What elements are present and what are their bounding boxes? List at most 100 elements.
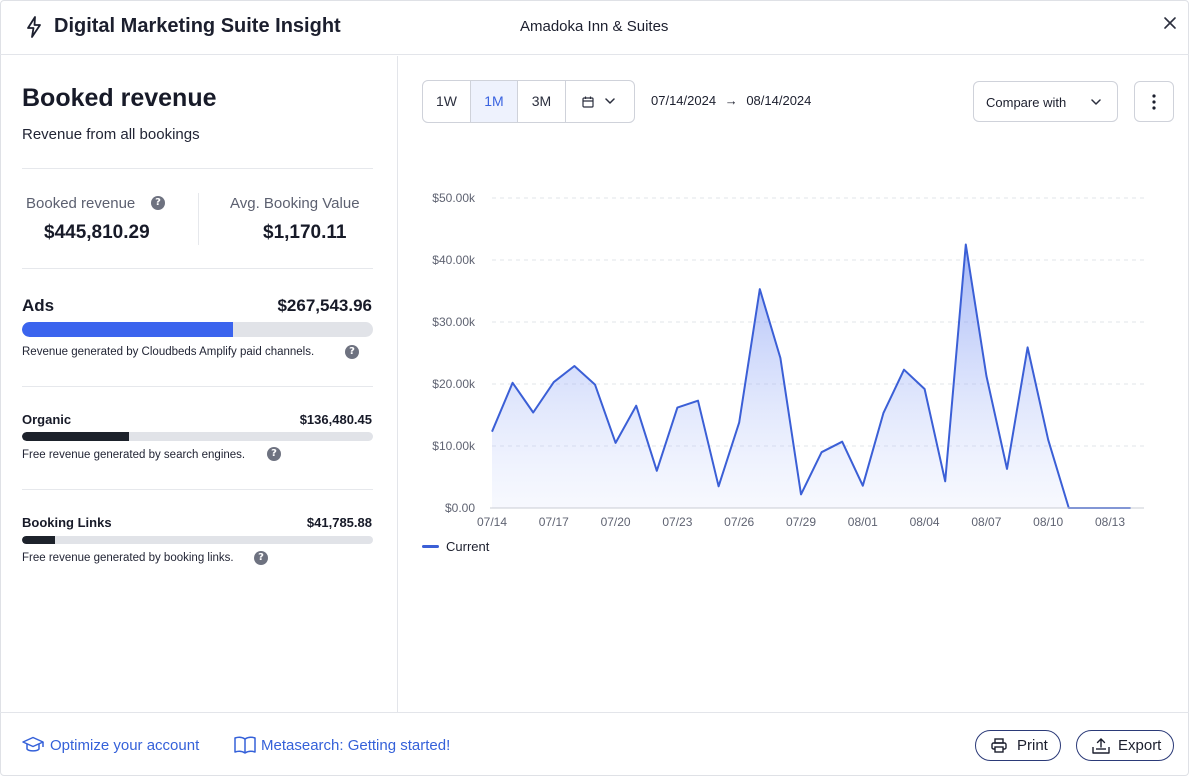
- data-point-07-15[interactable]: [510, 380, 516, 386]
- series-line-current[interactable]: [491, 243, 1131, 509]
- data-point-07-29[interactable]: [798, 491, 804, 497]
- y-tick-label: $10.00k: [432, 439, 476, 453]
- range-selector: 1W 1M 3M: [422, 80, 635, 123]
- graduation-cap-icon: [22, 736, 44, 752]
- data-point-07-14[interactable]: [489, 429, 495, 435]
- x-tick-label: 07/29: [786, 515, 816, 529]
- x-tick-label: 08/10: [1033, 515, 1063, 529]
- arrow-right-icon: →: [724, 93, 738, 108]
- range-3m-button[interactable]: 3M: [518, 81, 566, 122]
- data-point-07-18[interactable]: [571, 363, 577, 369]
- data-point-07-30[interactable]: [819, 449, 825, 455]
- calendar-icon: [582, 96, 594, 108]
- y-tick-label: $50.00k: [432, 191, 476, 205]
- print-button[interactable]: Print: [975, 730, 1061, 761]
- header: Digital Marketing Suite Insight Amadoka …: [0, 0, 1189, 55]
- data-point-07-20[interactable]: [613, 440, 619, 446]
- data-point-08-08[interactable]: [1004, 466, 1010, 472]
- help-icon[interactable]: ?: [151, 196, 165, 210]
- more-vertical-icon: [1152, 94, 1156, 110]
- chevron-down-icon: [605, 98, 615, 104]
- export-label: Export: [1118, 737, 1162, 754]
- data-point-07-24[interactable]: [695, 398, 701, 404]
- data-point-08-05[interactable]: [942, 478, 948, 484]
- optimize-account-link[interactable]: Optimize your account: [22, 736, 200, 755]
- data-point-08-07[interactable]: [983, 373, 989, 379]
- divider: [22, 489, 373, 490]
- x-tick-label: 07/26: [724, 515, 754, 529]
- summary-panel: Booked revenue Revenue from all bookings…: [0, 56, 398, 712]
- panel-subtitle: Revenue from all bookings: [22, 126, 200, 143]
- data-point-08-04[interactable]: [922, 386, 928, 392]
- divider: [22, 268, 373, 269]
- chart-panel: 1W 1M 3M 07/14/2024 → 08/14/2024 Compare…: [399, 56, 1189, 712]
- data-point-07-27[interactable]: [757, 286, 763, 292]
- channel-organic-value: $136,480.45: [299, 412, 372, 427]
- divider: [22, 168, 373, 169]
- panel-title: Booked revenue: [22, 84, 217, 112]
- data-point-08-01[interactable]: [860, 483, 866, 489]
- channel-ads-name: Ads: [22, 296, 55, 315]
- range-1w-button[interactable]: 1W: [423, 81, 471, 122]
- data-point-07-31[interactable]: [839, 439, 845, 445]
- export-icon: [1092, 738, 1110, 754]
- data-point-07-19[interactable]: [592, 382, 598, 388]
- channel-ads-description: Revenue generated by Cloudbeds Amplify p…: [22, 346, 315, 358]
- data-point-08-10[interactable]: [1045, 437, 1051, 443]
- chevron-down-icon: [1091, 99, 1101, 105]
- channel-organic-bar-fill: [22, 432, 130, 441]
- more-options-button[interactable]: [1134, 81, 1174, 122]
- open-book-icon: [234, 736, 256, 754]
- kpi-booked-revenue-value: $445,810.29: [44, 222, 150, 243]
- property-name: Amadoka Inn & Suites: [520, 18, 669, 35]
- help-icon[interactable]: ?: [345, 345, 359, 359]
- channel-ads-value: $267,543.96: [277, 296, 372, 315]
- data-point-08-09[interactable]: [1025, 344, 1031, 350]
- bolt-icon: [27, 16, 41, 38]
- data-point-07-25[interactable]: [716, 483, 722, 489]
- divider: [22, 386, 373, 387]
- x-tick-label: 08/04: [910, 515, 940, 529]
- data-point-07-16[interactable]: [530, 410, 536, 416]
- data-point-08-06[interactable]: [963, 242, 969, 248]
- kpi-avg-booking-label: Avg. Booking Value: [230, 195, 360, 212]
- optimize-account-label: Optimize your account: [50, 737, 200, 754]
- data-point-07-28[interactable]: [777, 355, 783, 361]
- custom-range-button[interactable]: [566, 81, 634, 122]
- footer: Optimize your account Metasearch: Gettin…: [0, 712, 1189, 776]
- data-point-07-21[interactable]: [633, 403, 639, 409]
- channel-organic-bar: [22, 432, 373, 441]
- data-point-07-23[interactable]: [674, 405, 680, 411]
- x-tick-label: 08/07: [971, 515, 1001, 529]
- compare-with-label: Compare with: [986, 95, 1067, 110]
- x-tick-label: 07/23: [662, 515, 692, 529]
- print-label: Print: [1017, 737, 1048, 754]
- x-tick-label: 07/17: [539, 515, 569, 529]
- channel-organic-name: Organic: [22, 412, 72, 427]
- metasearch-label: Metasearch: Getting started!: [261, 737, 451, 754]
- channel-booking-links-name: Booking Links: [22, 515, 112, 530]
- legend-label-current[interactable]: Current: [446, 539, 490, 554]
- channel-ads-bar: [22, 322, 373, 337]
- x-tick-label: 08/01: [848, 515, 878, 529]
- data-point-07-26[interactable]: [736, 419, 742, 425]
- data-point-07-17[interactable]: [551, 379, 557, 385]
- data-point-08-03[interactable]: [901, 367, 907, 373]
- data-point-07-22[interactable]: [654, 468, 660, 474]
- printer-icon: [991, 738, 1007, 753]
- x-tick-label: 07/20: [601, 515, 631, 529]
- export-button[interactable]: Export: [1076, 730, 1174, 761]
- range-1m-button[interactable]: 1M: [471, 81, 518, 122]
- y-tick-label: $30.00k: [432, 315, 476, 329]
- close-icon[interactable]: [1160, 13, 1180, 33]
- data-point-08-02[interactable]: [880, 410, 886, 416]
- compare-with-dropdown[interactable]: Compare with: [973, 81, 1118, 122]
- x-tick-label: 08/13: [1095, 515, 1125, 529]
- help-icon[interactable]: ?: [267, 447, 281, 461]
- kpi-booked-revenue-label: Booked revenue: [26, 195, 136, 212]
- series-area-current: [492, 244, 1131, 508]
- metasearch-link[interactable]: Metasearch: Getting started!: [234, 736, 451, 755]
- y-tick-label: $0.00: [445, 501, 475, 515]
- help-icon[interactable]: ?: [254, 551, 268, 565]
- channel-ads-bar-fill: [22, 322, 233, 337]
